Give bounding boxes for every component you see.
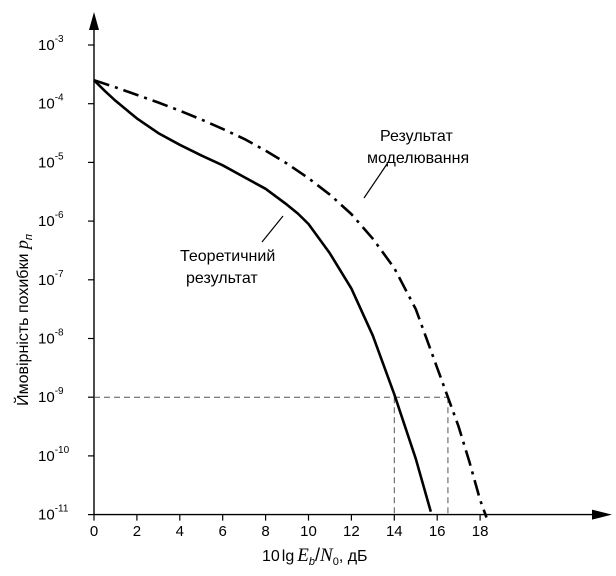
- annotation-simulation-line2: моделювання: [367, 150, 469, 167]
- x-tick-label: 18: [472, 523, 489, 540]
- x-tick-label: 8: [261, 523, 269, 540]
- annotation-theory-line1: Теоретичний: [180, 248, 275, 265]
- y-tick-label: 10-6: [38, 210, 64, 230]
- x-axis-title-n0-sub: 0: [333, 556, 339, 568]
- y-tick-label: 10-4: [38, 93, 64, 113]
- y-tick-label: 10-9: [38, 386, 64, 406]
- series-layer: [93, 78, 488, 518]
- y-axis-title-var-sub: п: [23, 234, 35, 240]
- y-axis-title-text: Ймовірність похибки: [13, 249, 32, 406]
- series-theory-line: [93, 79, 433, 513]
- x-axis-title-prefix: 10: [262, 548, 280, 565]
- y-tick-label: 10-8: [38, 328, 64, 348]
- labels: 10-3 10-4 10-5 10-6 10-7 10-8 10-9 10-10 10-11 0 2…: [38, 34, 488, 540]
- x-tick-label: 14: [386, 523, 403, 540]
- annotation-theory-leader: [261, 215, 284, 243]
- annotation-simulation-leader: [363, 163, 388, 199]
- x-tick-label: 12: [343, 523, 360, 540]
- x-axis-title-slash: /: [315, 545, 320, 565]
- y-tick-label: 10-5: [38, 151, 64, 171]
- y-axis-title-var: p: [12, 240, 32, 251]
- series-simulation-line: [93, 78, 488, 518]
- x-tick-label: 10: [300, 523, 317, 540]
- x-axis-title-unit: , дБ: [339, 548, 368, 565]
- y-axis-title: Ймовірність похибки pп: [12, 234, 35, 406]
- x-axis-title: 10 lg Eb/N0, дБ: [262, 545, 368, 568]
- y-tick-label: 10-10: [38, 445, 70, 465]
- x-axis-title-eb-sub: b: [309, 556, 315, 568]
- axes: [88, 12, 612, 521]
- y-tick-label: 10-3: [38, 34, 64, 54]
- annotation-theory-line2: результат: [186, 270, 258, 287]
- x-tick-label: 16: [429, 523, 446, 540]
- y-tick-label: 10-7: [38, 269, 64, 289]
- y-tick-label: 10-11: [38, 504, 69, 524]
- annotation-simulation-line1: Результат: [380, 128, 453, 145]
- x-tick-label: 0: [90, 523, 98, 540]
- reference-lines: [94, 396, 449, 515]
- x-axis-title-n0: N: [319, 545, 334, 566]
- x-tick-label: 6: [219, 523, 227, 540]
- x-axis-arrow: [592, 509, 612, 520]
- x-tick-label: 2: [133, 523, 141, 540]
- x-tick-label: 4: [176, 523, 184, 540]
- y-axis-arrow: [89, 12, 99, 30]
- x-axis-title-lg: lg: [282, 548, 294, 565]
- x-axis-title-eb: E: [296, 545, 309, 566]
